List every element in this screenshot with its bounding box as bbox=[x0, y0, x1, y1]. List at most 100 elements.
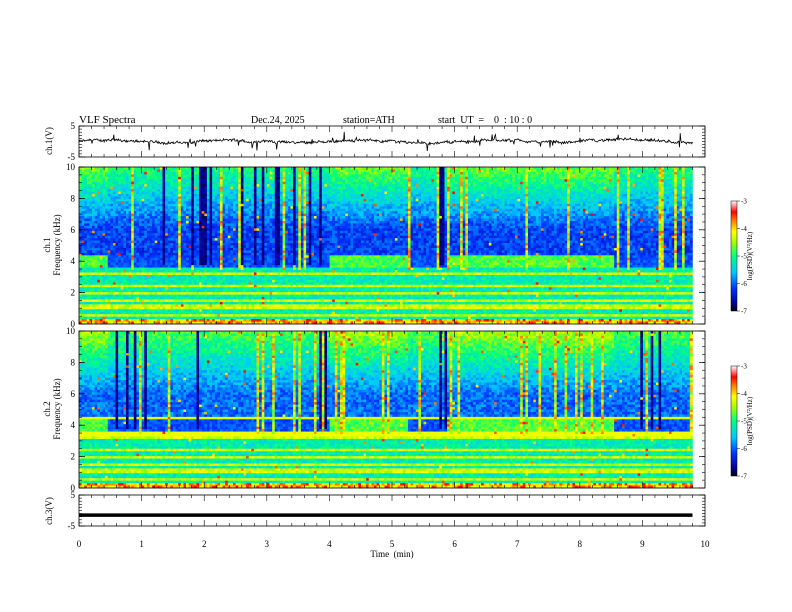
spectrogram-cell bbox=[188, 233, 192, 236]
spectrogram-cell bbox=[193, 167, 197, 170]
spectrogram-cell bbox=[89, 230, 93, 234]
spectrogram-cell bbox=[259, 169, 263, 173]
spectrogram-cell bbox=[139, 208, 142, 212]
spectrogram-cell bbox=[256, 206, 260, 209]
spectrogram-cell bbox=[175, 181, 179, 185]
spectrogram-cell bbox=[186, 201, 189, 205]
spectrogram-cell bbox=[248, 304, 252, 308]
spectrogram-cell bbox=[141, 169, 145, 173]
spectrogram-cell bbox=[256, 267, 260, 271]
spectrogram-cell bbox=[191, 171, 195, 175]
spectrogram-cell bbox=[105, 301, 109, 305]
spectrogram-cell bbox=[193, 245, 197, 249]
spectrogram-cell bbox=[141, 196, 145, 200]
spectrogram-cell bbox=[152, 181, 156, 185]
spectrogram-cell bbox=[144, 167, 148, 170]
spectrogram-cell bbox=[133, 279, 137, 283]
spectrogram-cell bbox=[94, 225, 98, 229]
spectrogram-cell bbox=[123, 274, 127, 278]
spectrogram-cell bbox=[154, 262, 158, 266]
spectrogram-cell bbox=[118, 201, 122, 205]
spectrogram-cell bbox=[115, 274, 119, 278]
spectrogram-cell bbox=[159, 167, 163, 170]
spectrogram-cell bbox=[131, 316, 135, 320]
spectrogram-cell bbox=[105, 284, 109, 288]
spectrogram-cell bbox=[141, 297, 145, 300]
spectrogram-cell bbox=[139, 171, 142, 175]
spectrogram-cell bbox=[199, 198, 202, 202]
spectrogram-cell bbox=[233, 208, 236, 212]
spectrogram-cell bbox=[167, 294, 171, 298]
spectrogram-cell bbox=[84, 208, 88, 212]
spectrogram-cell bbox=[193, 284, 197, 288]
spectrogram-cell bbox=[233, 294, 236, 298]
spectrogram-cell bbox=[191, 240, 195, 244]
spectrogram-cell bbox=[219, 206, 223, 209]
spectrogram-cell bbox=[170, 277, 174, 281]
spectrogram-cell bbox=[193, 257, 197, 261]
spectrogram-cell bbox=[112, 181, 116, 185]
spectrogram-cell bbox=[105, 193, 109, 197]
spectrogram-cell bbox=[214, 176, 218, 180]
spectrogram-cell bbox=[128, 240, 132, 244]
spectrogram-cell bbox=[89, 319, 93, 322]
spectrogram-cell bbox=[225, 203, 229, 207]
spectrogram-cell bbox=[141, 179, 145, 183]
spectrogram-cell bbox=[165, 309, 169, 313]
spectrogram-cell bbox=[188, 262, 192, 266]
spectrogram-cell bbox=[79, 208, 82, 212]
spectrogram-cell bbox=[97, 181, 101, 185]
spectrogram-cell bbox=[180, 311, 184, 315]
spectrogram-cell bbox=[175, 284, 179, 288]
spectrogram-cell bbox=[214, 189, 218, 192]
spectrogram-cell bbox=[251, 311, 255, 315]
spectrogram-cell bbox=[238, 270, 242, 273]
spectrogram-cell bbox=[225, 211, 229, 214]
spectrogram-cell bbox=[84, 203, 88, 207]
spectrogram-cell bbox=[139, 272, 142, 276]
spectrogram-cell bbox=[248, 223, 252, 227]
spectrogram-cell bbox=[188, 184, 192, 187]
spectrogram-cell bbox=[183, 314, 187, 317]
spectrogram-cell bbox=[162, 272, 166, 276]
spectrogram-cell bbox=[266, 198, 270, 202]
spectrogram-cell bbox=[243, 292, 247, 295]
spectrogram-cell bbox=[133, 243, 137, 246]
spectrogram-cell bbox=[92, 267, 95, 271]
spectrogram-cell bbox=[240, 193, 244, 197]
spectrogram-cell bbox=[120, 225, 124, 229]
ch1-waveform-tick-label: -5 bbox=[68, 152, 76, 162]
spectrogram-cell bbox=[261, 171, 265, 175]
spectrogram-cell bbox=[167, 198, 171, 202]
spectrogram-cell bbox=[92, 235, 95, 239]
spectrogram-cell bbox=[172, 304, 176, 308]
spectrogram-cell bbox=[206, 260, 210, 263]
spectrogram-cell bbox=[172, 201, 176, 205]
spectrogram-cell bbox=[110, 198, 114, 202]
spectrogram-cell bbox=[175, 270, 179, 273]
spectrogram-cell bbox=[157, 282, 161, 286]
spectrogram-cell bbox=[102, 228, 106, 232]
spectrogram-cell bbox=[225, 179, 229, 183]
spectrogram-cell bbox=[86, 245, 90, 249]
spectrogram-cell bbox=[251, 252, 255, 256]
spectrogram-cell bbox=[204, 252, 208, 256]
spectrogram-cell bbox=[180, 238, 184, 241]
spectrogram-cell bbox=[110, 184, 114, 187]
spectrogram-cell bbox=[149, 203, 153, 207]
spectrogram-cell bbox=[269, 225, 273, 229]
spectrogram-cell bbox=[107, 277, 111, 281]
spectrogram-cell bbox=[89, 321, 93, 325]
spectrogram-cell bbox=[125, 309, 129, 313]
spectrogram-cell bbox=[248, 198, 252, 202]
spectrogram-cell bbox=[144, 184, 148, 187]
spectrogram-cell bbox=[128, 225, 132, 229]
spectrogram-cell bbox=[86, 211, 90, 214]
spectrogram-cell bbox=[118, 301, 122, 305]
spectrogram-cell bbox=[217, 169, 221, 173]
spectrogram-cell bbox=[217, 311, 221, 315]
spectrogram-cell bbox=[230, 208, 234, 212]
spectrogram-cell bbox=[199, 311, 202, 315]
spectrogram-cell bbox=[272, 218, 276, 222]
spectrogram-cell bbox=[235, 193, 239, 197]
